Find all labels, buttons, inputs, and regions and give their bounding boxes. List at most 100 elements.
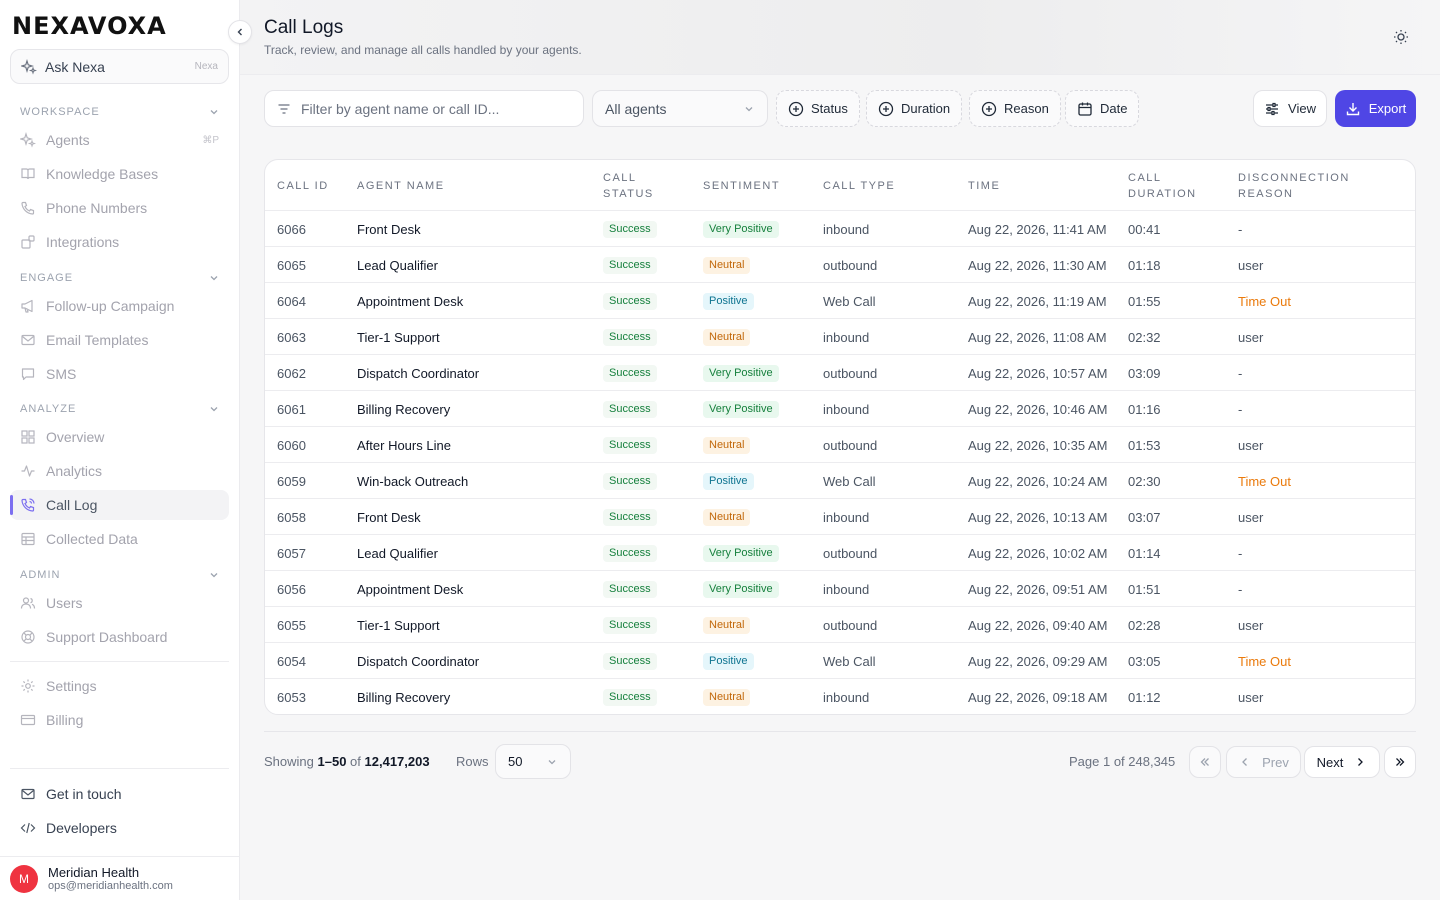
sidebar-item-developers[interactable]: Developers (10, 813, 229, 843)
status-badge: Success (603, 256, 657, 274)
table-row[interactable]: 6054 Dispatch Coordinator Success Positive W… (265, 643, 1415, 679)
prev-page-button[interactable]: Prev (1226, 746, 1301, 778)
sidebar-item-analytics[interactable]: Analytics (10, 456, 229, 486)
column-header-time[interactable]: TIME (968, 179, 1001, 192)
next-page-button[interactable]: Next (1304, 746, 1380, 778)
status-badge: Success (603, 688, 657, 706)
cell-reason: - (1238, 401, 1243, 417)
section-workspace[interactable]: WORKSPACE (20, 106, 220, 118)
column-header-id[interactable]: CALL ID (277, 179, 329, 192)
sidebar-item-users[interactable]: Users (10, 588, 229, 618)
rows-per-page-select[interactable]: 50 (495, 744, 571, 779)
cell-type: outbound (823, 365, 878, 381)
table-header: CALL ID AGENT NAME CALL STATUS SENTIMENT CAL… (265, 160, 1415, 211)
table-row[interactable]: 6059 Win-back Outreach Success Positive Web … (265, 463, 1415, 499)
cell-agent: Dispatch Coordinator (357, 653, 480, 669)
collapse-sidebar-button[interactable] (228, 20, 252, 44)
cell-agent: Tier-1 Support (357, 329, 440, 345)
table-row[interactable]: 6053 Billing Recovery Success Neutral inboun… (265, 679, 1415, 714)
showing-total: 12,417,203 (364, 754, 430, 769)
cell-status: Success (603, 427, 657, 463)
sidebar-item-overview[interactable]: Overview (10, 422, 229, 452)
sidebar-item-label: Integrations (46, 234, 120, 250)
brand-logo[interactable]: NEXAVOXA (12, 12, 167, 40)
status-filter-button[interactable]: Status (776, 90, 860, 127)
view-button[interactable]: View (1253, 90, 1327, 127)
table-row[interactable]: 6062 Dispatch Coordinator Success Very Posi… (265, 355, 1415, 391)
column-header-sentiment[interactable]: SENTIMENT (703, 179, 781, 192)
first-page-button[interactable] (1189, 746, 1221, 778)
plus-circle-icon (878, 101, 894, 116)
chevrons-left-icon (1200, 758, 1209, 766)
sidebar-item-knowledge-bases[interactable]: Knowledge Bases (10, 159, 229, 189)
section-analyze[interactable]: ANALYZE (20, 403, 220, 415)
sidebar-item-agents[interactable]: Agents ⌘P (10, 125, 229, 155)
search-field[interactable] (264, 90, 584, 127)
column-header-reason[interactable]: DISCONNECTION REASON (1238, 171, 1350, 200)
ask-nexa-button[interactable]: Ask Nexa Nexa (10, 49, 229, 84)
table-row[interactable]: 6057 Lead Qualifier Success Very Positive ou… (265, 535, 1415, 571)
cell-sentiment: Neutral (703, 319, 751, 355)
column-header-type[interactable]: CALL TYPE (823, 179, 896, 192)
sentiment-badge: Neutral (703, 256, 751, 274)
table-row[interactable]: 6064 Appointment Desk Success Positive Web C… (265, 283, 1415, 319)
avatar: M (10, 864, 38, 893)
table-row[interactable]: 6056 Appointment Desk Success Very Positive… (265, 571, 1415, 607)
user-profile[interactable]: M Meridian Health ops@meridianhealth.com (0, 856, 240, 900)
sidebar-item-billing[interactable]: Billing (10, 705, 229, 735)
last-page-button[interactable] (1384, 746, 1416, 778)
sidebar-item-get-in-touch[interactable]: Get in touch (10, 779, 229, 809)
cell-id: 6053 (277, 689, 306, 705)
table-row[interactable]: 6061 Billing Recovery Success Very Positive… (265, 391, 1415, 427)
column-header-duration[interactable]: CALL DURATION (1128, 171, 1197, 200)
table-row[interactable]: 6058 Front Desk Success Neutral inbound Aug 2… (265, 499, 1415, 535)
download-icon (1346, 102, 1359, 115)
chip-label: Reason (1004, 101, 1049, 116)
table-row[interactable]: 6066 Front Desk Success Very Positive inboun… (265, 211, 1415, 247)
cell-reason: user (1238, 437, 1264, 453)
cell-agent: After Hours Line (357, 437, 451, 453)
sidebar-item-collected-data[interactable]: Collected Data (10, 524, 229, 554)
cell-duration: 01:18 (1128, 257, 1161, 273)
agent-select[interactable]: All agents (592, 90, 768, 127)
sentiment-badge: Very Positive (703, 364, 779, 382)
cell-agent: Front Desk (357, 509, 421, 525)
cell-type: inbound (823, 581, 870, 597)
section-admin[interactable]: ADMIN (20, 569, 220, 581)
chevron-down-icon (210, 276, 218, 281)
cell-id: 6059 (277, 473, 306, 489)
export-button[interactable]: Export (1335, 90, 1416, 127)
section-title: ADMIN (20, 569, 61, 581)
cell-sentiment: Positive (703, 283, 754, 319)
cell-agent: Billing Recovery (357, 401, 451, 417)
sidebar-item-call-log[interactable]: Call Log (10, 490, 229, 520)
sidebar-item-follow-up-campaign[interactable]: Follow-up Campaign (10, 291, 229, 321)
table-row[interactable]: 6063 Tier-1 Support Success Neutral inbound A… (265, 319, 1415, 355)
pulse-icon (21, 465, 35, 477)
duration-filter-button[interactable]: Duration (866, 90, 963, 127)
table-row[interactable]: 6060 After Hours Line Success Neutral outbou… (265, 427, 1415, 463)
theme-toggle-button[interactable] (1392, 28, 1410, 51)
column-header-agent[interactable]: AGENT NAME (357, 179, 445, 192)
sidebar: NEXAVOXA Ask Nexa Nexa WORKSPACE Agents … (0, 0, 240, 900)
phone-log-icon (21, 498, 35, 512)
section-title: ENGAGE (20, 272, 74, 284)
cell-sentiment: Neutral (703, 427, 751, 463)
sidebar-item-integrations[interactable]: Integrations (10, 227, 229, 257)
status-badge: Success (603, 292, 657, 310)
sidebar-item-email-templates[interactable]: Email Templates (10, 325, 229, 355)
sidebar-item-sms[interactable]: SMS (10, 359, 229, 389)
cell-reason: user (1238, 689, 1264, 705)
table-row[interactable]: 6065 Lead Qualifier Success Neutral outbound… (265, 247, 1415, 283)
sidebar-item-settings[interactable]: Settings (10, 671, 229, 701)
sidebar-item-phone-numbers[interactable]: Phone Numbers (10, 193, 229, 223)
cell-sentiment: Very Positive (703, 391, 779, 427)
cell-duration: 01:14 (1128, 545, 1161, 561)
column-header-status[interactable]: CALL STATUS (603, 171, 654, 200)
date-filter-button[interactable]: Date (1065, 90, 1140, 127)
section-engage[interactable]: ENGAGE (20, 272, 220, 284)
search-input[interactable] (301, 100, 571, 117)
table-row[interactable]: 6055 Tier-1 Support Success Neutral outbound… (265, 607, 1415, 643)
reason-filter-button[interactable]: Reason (969, 90, 1061, 127)
sidebar-item-support-dashboard[interactable]: Support Dashboard (10, 622, 229, 652)
